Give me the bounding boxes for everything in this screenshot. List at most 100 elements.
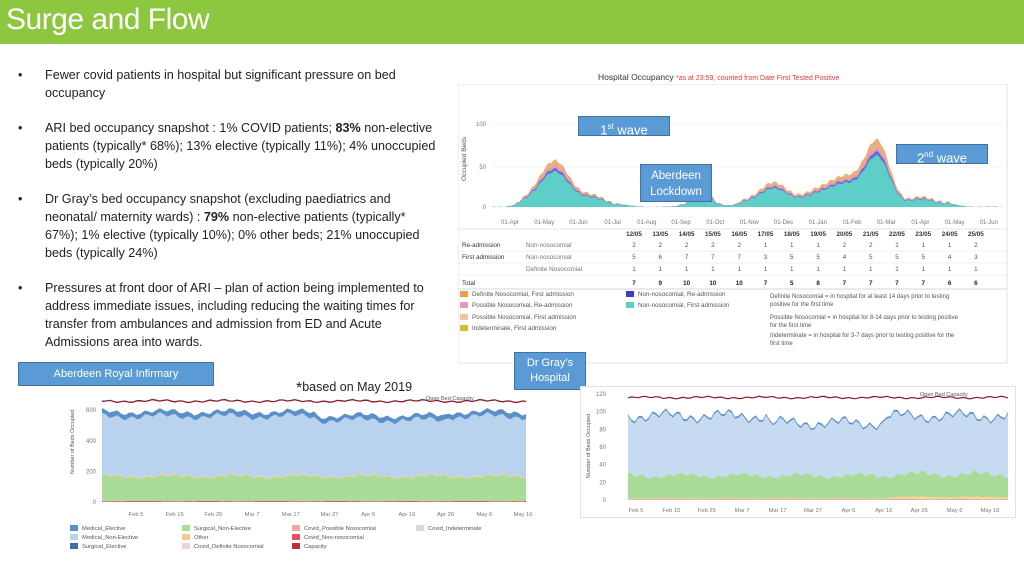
table-cell: 1 [948, 266, 952, 273]
medical-elective-area [102, 408, 526, 425]
x-tick-label: 01-May [534, 220, 554, 226]
legend-swatch [292, 534, 300, 540]
legend-label: Possible Nosocomial, First admission [472, 314, 577, 321]
bullet-item: • ARI bed occupancy snapshot : 1% COVID p… [18, 119, 438, 173]
table-cell: 1 [816, 242, 820, 249]
surgical-area [628, 470, 1008, 499]
legend-label: Capacity [304, 544, 327, 550]
table-cell: 3 [974, 254, 978, 261]
table-cell: 1 [764, 266, 768, 273]
legend-swatch [416, 525, 424, 531]
definition-text: Definite Nosocomial = in hospital for at… [770, 294, 949, 308]
table-cell: 7 [711, 254, 715, 261]
x-tick-label: Feb 15 [166, 512, 184, 518]
table-date-header: 14/05 [679, 231, 695, 238]
table-cell: 6 [948, 280, 952, 287]
y-tick-label: 400 [86, 439, 97, 445]
bullet-text: Dr Gray’s bed occupancy snapshot (exclud… [45, 192, 391, 224]
first-wave-label: 1st wave [578, 116, 670, 137]
table-date-header: 23/05 [915, 231, 931, 238]
aberdeen-lockdown-label: Aberdeen Lockdown [640, 164, 712, 202]
x-tick-label: May 16 [980, 508, 999, 514]
table-row-label: Non-nosocomial [526, 254, 572, 261]
chart-subtitle: *as at 23:59, counted from Date First Te… [675, 75, 840, 82]
y-axis-label: Occupied Beds [461, 136, 468, 181]
x-tick-label: Apr 6 [841, 508, 855, 514]
table-cell: 7 [869, 280, 873, 287]
table-cell: 2 [711, 242, 715, 249]
legend-label: Surgical_Elective [82, 544, 126, 550]
x-tick-label: 01-May [945, 220, 965, 226]
y-tick-label: 600 [86, 408, 97, 414]
table-date-header: 19/05 [810, 231, 826, 238]
table-cell: 1 [922, 242, 926, 249]
table-cell: 6 [659, 254, 663, 261]
table-cell: 6 [974, 280, 978, 287]
bullet-text: non-elective patients (typically* 68%); … [45, 121, 436, 171]
table-date-header: 13/05 [652, 231, 668, 238]
table-row-group: First admission [462, 254, 505, 261]
x-tick-label: Mar 7 [245, 512, 260, 518]
table-cell: 1 [816, 266, 820, 273]
y-tick-label: 50 [479, 165, 486, 171]
x-tick-label: Apr 16 [398, 512, 415, 518]
definition-text: Indeterminate = in hospital for 3-7 days… [770, 333, 955, 347]
legend-swatch [460, 325, 468, 331]
table-date-header: 15/05 [705, 231, 721, 238]
legend-swatch [460, 291, 468, 297]
title-bar: Surge and Flow [0, 0, 1024, 44]
table-cell: 1 [843, 266, 847, 273]
x-tick-label: Apr 26 [437, 512, 454, 518]
table-cell: 1 [974, 266, 978, 273]
y-tick-label: 100 [476, 122, 487, 128]
table-cell: 4 [948, 254, 952, 261]
x-tick-label: Mar 17 [769, 508, 787, 514]
table-date-header: 22/05 [889, 231, 905, 238]
x-tick-label: May 6 [947, 508, 963, 514]
slide-title: Surge and Flow [6, 3, 210, 36]
table-cell: 5 [790, 254, 794, 261]
other-area [102, 473, 526, 480]
x-tick-label: 01-Apr [911, 220, 929, 226]
legend-label: Indeterminate, First admission [472, 325, 557, 332]
legend-swatch [70, 534, 78, 540]
table-date-header: 18/05 [784, 231, 800, 238]
bullet-item: • Fewer covid patients in hospital but si… [18, 66, 438, 102]
chart-title: Hospital Occupancy [598, 72, 674, 82]
table-cell: 10 [683, 280, 691, 287]
bullet-text: Pressures at front door of ARI – plan of… [45, 281, 424, 349]
y-tick-label: 100 [596, 410, 607, 416]
definition-text: Possible Nosocomial = in hospital for 8-… [770, 315, 959, 329]
table-date-header: 17/05 [758, 231, 774, 238]
table-cell: 1 [659, 266, 663, 273]
bullet-dot: • [18, 281, 23, 295]
table-row-label: Non-nosocomial [526, 242, 572, 249]
x-tick-label: 01-Jan [809, 220, 827, 226]
x-tick-label: Apr 16 [875, 508, 892, 514]
non-nosocomial-first-admission-area [492, 154, 1002, 207]
bullet-text: Fewer covid patients in hospital but sig… [45, 68, 396, 100]
dgh-bed-occupancy-chart: Number of Beds Occupied 120 100 80 60 40 20 0 Op… [580, 386, 1016, 518]
table-cell: 5 [922, 254, 926, 261]
table-date-header: 25/05 [968, 231, 984, 238]
bullet-dot: • [18, 68, 23, 82]
legend-swatch [70, 543, 78, 549]
table-cell: 1 [685, 266, 689, 273]
covid-area [102, 500, 526, 502]
table-row-group: Re-admission [462, 242, 501, 249]
table-cell: 2 [737, 242, 741, 249]
x-tick-label: 01-Nov [740, 220, 759, 226]
table-cell: 5 [632, 254, 636, 261]
x-tick-label: Feb 5 [129, 512, 144, 518]
table-cell: 1 [764, 242, 768, 249]
covid-area [628, 498, 1008, 500]
table-cell: 5 [816, 254, 820, 261]
table-cell: 1 [790, 266, 794, 273]
table-row-group: Total [462, 280, 475, 287]
table-cell: 2 [974, 242, 978, 249]
table-cell: 7 [632, 280, 636, 287]
y-tick-label: 0 [483, 205, 487, 211]
table-cell: 7 [764, 280, 768, 287]
x-tick-label: May 16 [513, 512, 532, 518]
x-tick-label: 01-Apr [501, 220, 519, 226]
